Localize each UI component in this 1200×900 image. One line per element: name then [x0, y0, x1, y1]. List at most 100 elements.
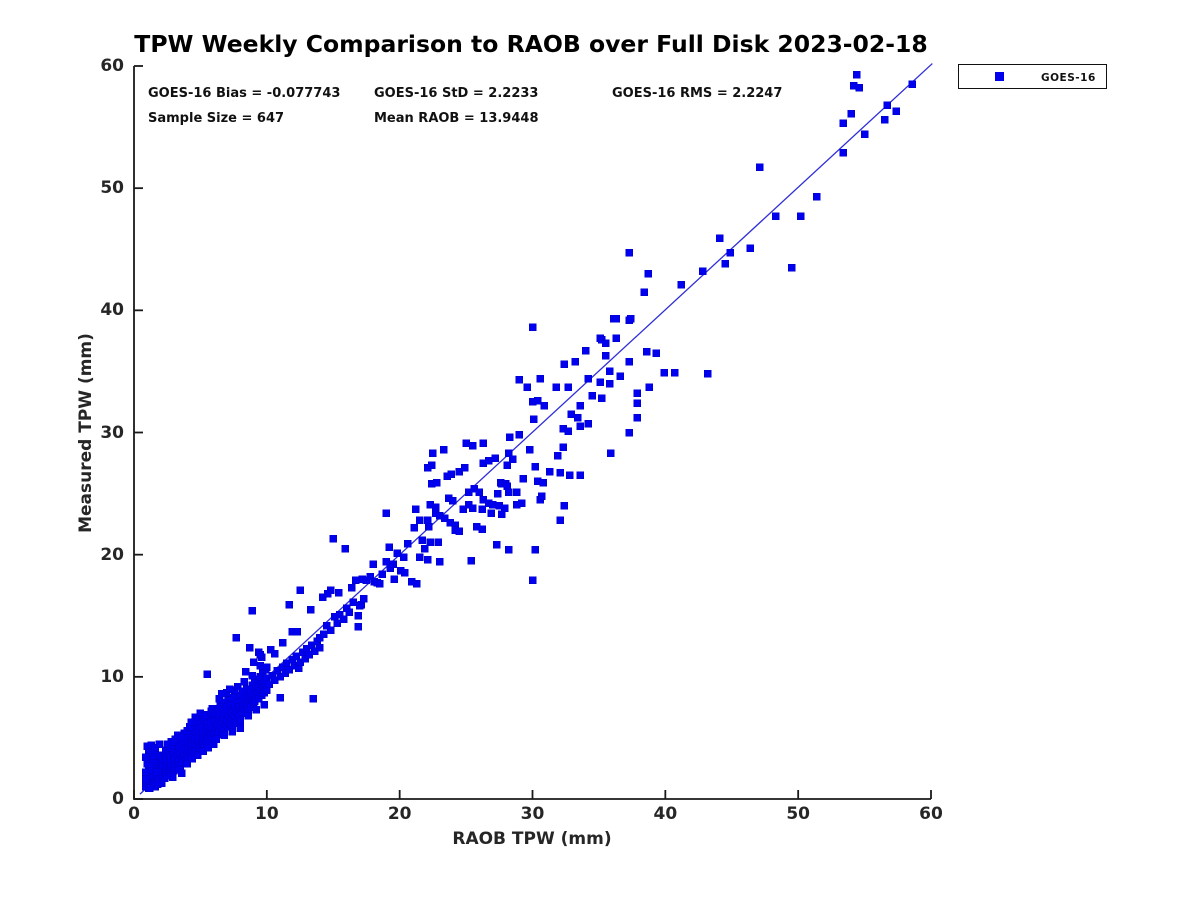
scatter-point [152, 768, 161, 776]
x-tick-label: 0 [128, 804, 140, 824]
scatter-point [556, 516, 565, 525]
scatter-point [518, 499, 526, 508]
scatter-point [415, 553, 424, 561]
scatter-point [178, 769, 186, 778]
scatter-point [352, 576, 360, 585]
scatter-point [721, 260, 729, 268]
stat-sample-size: Sample Size = 647 [148, 111, 285, 126]
scatter-point [813, 192, 821, 201]
scatter-point [322, 621, 331, 630]
scatter-point [504, 546, 513, 554]
scatter-point [447, 470, 456, 478]
scatter-point [316, 643, 324, 652]
scatter-point [556, 469, 565, 477]
scatter-point [248, 607, 256, 615]
scatter-point [633, 414, 642, 422]
scatter-point [534, 396, 542, 405]
scatter-point [503, 461, 512, 470]
scatter-point [245, 643, 254, 652]
scatter-point [296, 586, 304, 594]
scatter-point [564, 427, 573, 436]
scatter-point [567, 410, 575, 418]
scatter-point [232, 633, 241, 642]
scatter-point [468, 442, 477, 450]
scatter-point [597, 394, 606, 403]
scatter-point [787, 263, 796, 272]
scatter-point [378, 570, 387, 578]
scatter-point [612, 334, 620, 343]
scatter-point [552, 383, 561, 392]
scatter-point [429, 449, 437, 458]
scatter-point [908, 80, 917, 89]
x-axis-label: RAOB TPW (mm) [452, 829, 612, 849]
scatter-point [771, 212, 780, 221]
scatter-point [746, 244, 755, 252]
legend-marker-square-icon [995, 72, 1004, 81]
scatter-point [249, 658, 258, 666]
stat-mean-raob: Mean RAOB = 13.9448 [374, 111, 539, 126]
x-tick-label: 40 [653, 804, 678, 824]
scatter-point [341, 544, 349, 553]
scatter-point [538, 492, 546, 500]
scatter-point [677, 280, 686, 289]
y-tick-label: 20 [100, 544, 124, 565]
scatter-point [256, 662, 264, 670]
scatter-point [478, 505, 486, 514]
stat-std: GOES-16 StD = 2.2233 [374, 86, 539, 101]
scatter-point [883, 101, 891, 109]
scatter-point [519, 475, 527, 483]
scatter-point [435, 558, 444, 566]
scatter-point [263, 663, 271, 671]
x-tick-label: 30 [520, 804, 545, 824]
scatter-point [704, 370, 712, 378]
x-tick-label: 10 [254, 804, 279, 824]
scatter-point [366, 572, 375, 581]
scatter-point [349, 598, 357, 607]
scatter-point [581, 346, 590, 355]
scatter-point [528, 576, 537, 585]
scatter-point [576, 422, 585, 431]
scatter-point [584, 420, 593, 428]
scatter-point [236, 717, 245, 725]
scatter-point [506, 433, 514, 442]
scatter-point [540, 401, 549, 410]
scatter-point [233, 682, 242, 691]
scatter-point [633, 389, 642, 398]
scatter-point [285, 601, 294, 609]
legend-box: GOES-16 [958, 64, 1107, 89]
scatter-point [320, 630, 328, 638]
scatter-point [393, 549, 401, 558]
scatter-point [433, 478, 441, 487]
x-tick-label: 60 [919, 804, 943, 824]
scatter-point [839, 148, 848, 157]
scatter-point [421, 544, 429, 553]
scatter-point [431, 503, 440, 511]
scatter-point [142, 768, 150, 776]
scatter-point [385, 543, 393, 552]
scatter-point [439, 445, 448, 454]
legend-series-label: GOES-16 [1041, 72, 1096, 84]
scatter-point [526, 445, 534, 454]
scatter-point [390, 575, 399, 583]
x-tick-label: 20 [387, 804, 412, 824]
y-tick-label: 0 [112, 789, 124, 809]
scatter-point [755, 163, 764, 172]
scatter-point [500, 504, 509, 512]
scatter-point [860, 130, 869, 139]
y-tick-label: 10 [100, 666, 124, 687]
scatter-point [340, 615, 348, 624]
scatter-point [399, 553, 408, 561]
scatter-point [427, 461, 436, 470]
scatter-point [625, 249, 634, 257]
scatter-point [276, 693, 284, 702]
scatter-point [244, 712, 252, 720]
scatter-point [892, 107, 901, 115]
y-tick-label: 60 [100, 56, 124, 76]
scatter-point [716, 234, 724, 243]
scatter-point [142, 753, 150, 762]
scatter-point [559, 443, 567, 451]
scatter-point [348, 583, 356, 592]
scatter-point [588, 392, 597, 400]
scatter-point [494, 489, 502, 498]
scatter-point [536, 374, 545, 383]
